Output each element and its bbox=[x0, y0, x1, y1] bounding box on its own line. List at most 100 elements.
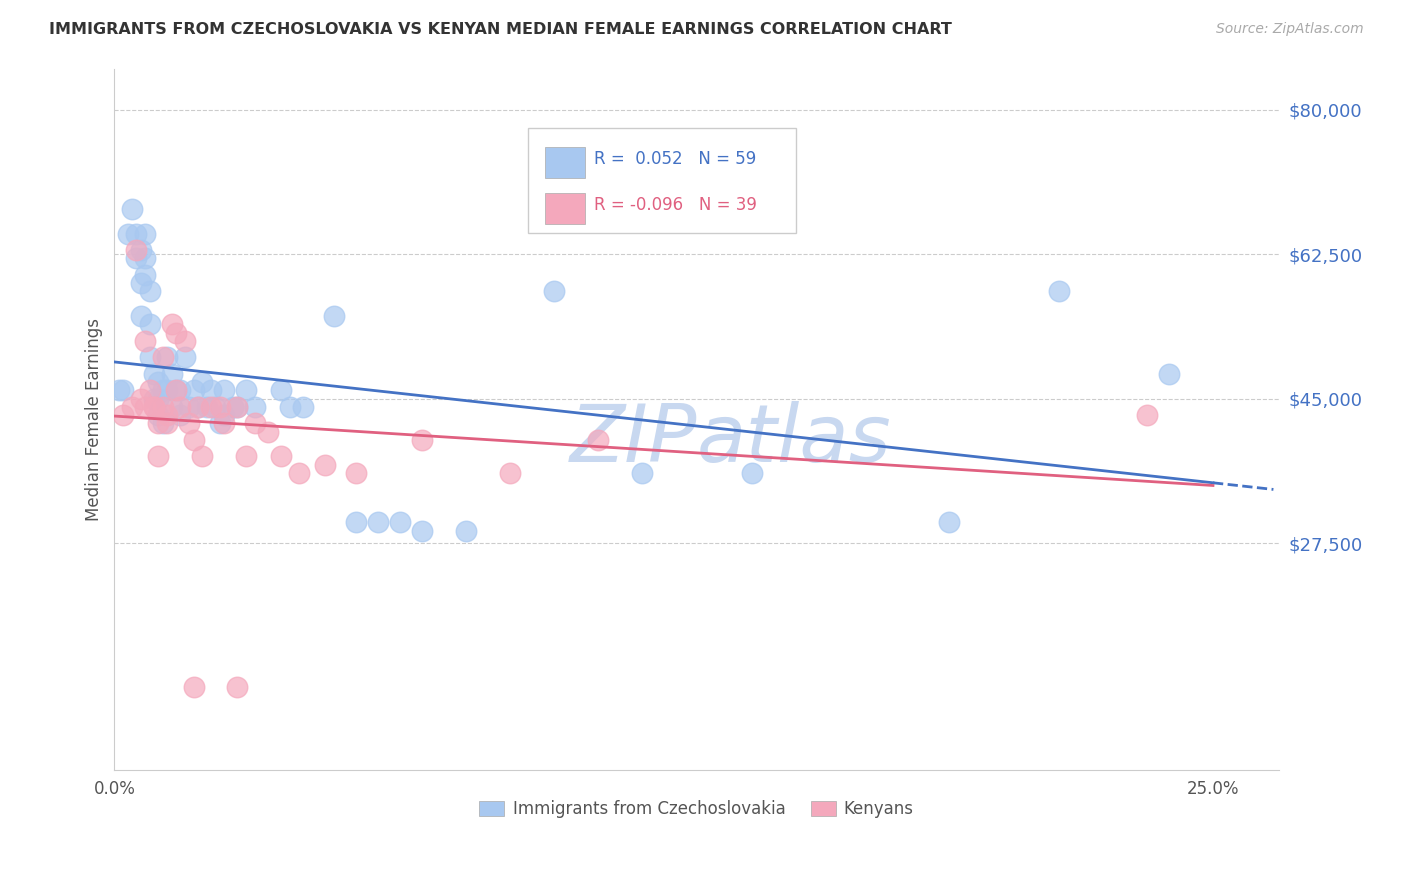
Point bbox=[112, 408, 135, 422]
Point bbox=[165, 384, 187, 398]
Point bbox=[938, 516, 960, 530]
Y-axis label: Median Female Earnings: Median Female Earnings bbox=[86, 318, 103, 521]
Point bbox=[226, 400, 249, 414]
Point bbox=[183, 681, 205, 695]
Point bbox=[323, 309, 346, 323]
Point bbox=[243, 417, 266, 431]
Point bbox=[143, 367, 166, 381]
Point bbox=[107, 384, 129, 398]
Point bbox=[152, 384, 174, 398]
Point bbox=[270, 384, 292, 398]
Point bbox=[187, 400, 209, 414]
Point bbox=[191, 375, 214, 389]
Point bbox=[148, 392, 170, 406]
Point bbox=[344, 516, 367, 530]
Point bbox=[222, 400, 245, 414]
Point bbox=[138, 351, 160, 365]
Point bbox=[208, 417, 231, 431]
Point bbox=[152, 351, 174, 365]
Point bbox=[243, 400, 266, 414]
Point bbox=[156, 351, 179, 365]
Point bbox=[214, 384, 236, 398]
Text: Source: ZipAtlas.com: Source: ZipAtlas.com bbox=[1216, 22, 1364, 37]
Point bbox=[129, 243, 152, 257]
Point bbox=[148, 450, 170, 464]
Point bbox=[165, 384, 187, 398]
Point bbox=[204, 400, 226, 414]
Point bbox=[314, 458, 336, 472]
Point bbox=[195, 400, 218, 414]
Point bbox=[187, 400, 209, 414]
Point bbox=[134, 400, 156, 414]
Point bbox=[292, 400, 315, 414]
Point bbox=[169, 408, 191, 422]
Point bbox=[152, 400, 174, 414]
Point bbox=[257, 425, 280, 439]
Point bbox=[134, 268, 156, 282]
Point bbox=[1047, 285, 1070, 299]
Point bbox=[270, 450, 292, 464]
Text: R = -0.096   N = 39: R = -0.096 N = 39 bbox=[595, 196, 756, 214]
Point bbox=[200, 384, 222, 398]
Point bbox=[344, 466, 367, 480]
Point bbox=[138, 318, 160, 332]
Point bbox=[138, 285, 160, 299]
Point bbox=[543, 285, 565, 299]
Point bbox=[160, 318, 183, 332]
Point bbox=[288, 466, 311, 480]
Point bbox=[169, 400, 191, 414]
Point bbox=[156, 384, 179, 398]
Point bbox=[152, 417, 174, 431]
Point bbox=[454, 524, 477, 538]
Point bbox=[586, 433, 609, 447]
Point bbox=[148, 375, 170, 389]
Point bbox=[200, 400, 222, 414]
Point bbox=[134, 252, 156, 266]
Point bbox=[156, 417, 179, 431]
Point bbox=[741, 466, 763, 480]
Point bbox=[183, 433, 205, 447]
Point bbox=[191, 450, 214, 464]
Point bbox=[235, 384, 257, 398]
Point bbox=[112, 384, 135, 398]
Point bbox=[179, 417, 201, 431]
Point bbox=[1136, 408, 1159, 422]
Point bbox=[143, 392, 166, 406]
Point bbox=[129, 309, 152, 323]
Point bbox=[389, 516, 412, 530]
Text: IMMIGRANTS FROM CZECHOSLOVAKIA VS KENYAN MEDIAN FEMALE EARNINGS CORRELATION CHAR: IMMIGRANTS FROM CZECHOSLOVAKIA VS KENYAN… bbox=[49, 22, 952, 37]
Point bbox=[143, 400, 166, 414]
Point bbox=[125, 243, 148, 257]
Point bbox=[173, 334, 195, 348]
Point bbox=[411, 433, 433, 447]
Point bbox=[156, 408, 179, 422]
Point bbox=[121, 202, 143, 216]
Point bbox=[214, 408, 236, 422]
Point bbox=[499, 466, 522, 480]
Point bbox=[169, 384, 191, 398]
Point bbox=[160, 400, 183, 414]
Legend: Immigrants from Czechoslovakia, Kenyans: Immigrants from Czechoslovakia, Kenyans bbox=[472, 794, 921, 825]
Point bbox=[278, 400, 301, 414]
Point bbox=[173, 351, 195, 365]
Text: atlas: atlas bbox=[696, 401, 891, 479]
Point bbox=[121, 400, 143, 414]
Point bbox=[160, 367, 183, 381]
Point bbox=[411, 524, 433, 538]
FancyBboxPatch shape bbox=[527, 128, 796, 234]
FancyBboxPatch shape bbox=[546, 147, 585, 178]
Point bbox=[367, 516, 389, 530]
Point bbox=[129, 276, 152, 290]
Point bbox=[630, 466, 652, 480]
Point bbox=[235, 450, 257, 464]
FancyBboxPatch shape bbox=[546, 194, 585, 224]
Point bbox=[129, 392, 152, 406]
Point bbox=[226, 400, 249, 414]
Point bbox=[117, 227, 139, 241]
Point bbox=[134, 227, 156, 241]
Point bbox=[148, 408, 170, 422]
Point bbox=[125, 227, 148, 241]
Text: ZIP: ZIP bbox=[569, 401, 696, 479]
Point bbox=[183, 384, 205, 398]
Point bbox=[1157, 367, 1180, 381]
